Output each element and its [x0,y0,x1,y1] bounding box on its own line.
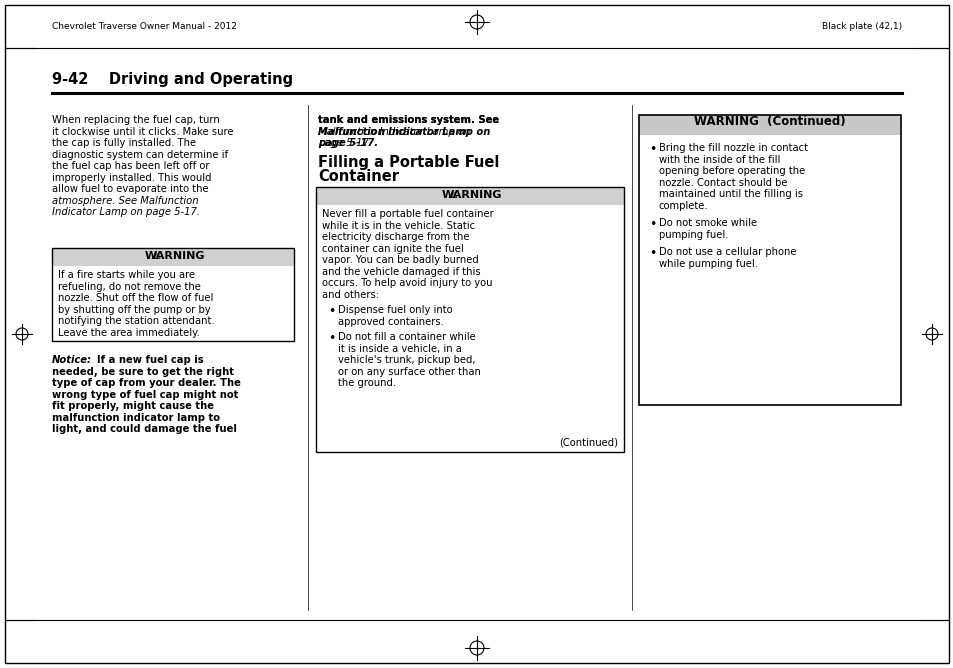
Text: while pumping fuel.: while pumping fuel. [659,259,758,269]
Text: (Continued): (Continued) [558,438,618,448]
Text: page 5-17.: page 5-17. [317,138,372,148]
Text: opening before operating the: opening before operating the [659,166,804,176]
Text: Never fill a portable fuel container: Never fill a portable fuel container [322,209,494,219]
Text: WARNING: WARNING [441,190,501,200]
Text: or on any surface other than: or on any surface other than [337,367,480,377]
Text: the fuel cap has been left off or: the fuel cap has been left off or [52,161,210,171]
Text: with the inside of the fill: with the inside of the fill [659,154,780,164]
Text: light, and could damage the fuel: light, and could damage the fuel [52,424,236,434]
Text: complete.: complete. [659,200,708,210]
Text: tank and emissions system. See: tank and emissions system. See [317,115,498,125]
Text: notifying the station attendant.: notifying the station attendant. [58,316,214,326]
Text: needed, be sure to get the right: needed, be sure to get the right [52,367,233,377]
Text: Filling a Portable Fuel: Filling a Portable Fuel [317,155,498,170]
Text: Leave the area immediately.: Leave the area immediately. [58,327,200,337]
Text: while it is in the vehicle. Static: while it is in the vehicle. Static [322,220,475,230]
Text: page 5-17.: page 5-17. [317,138,377,148]
Text: the ground.: the ground. [337,378,395,388]
Text: nozzle. Contact should be: nozzle. Contact should be [659,178,786,188]
Text: ⚠: ⚠ [150,251,160,261]
Text: Dispense fuel only into: Dispense fuel only into [337,305,452,315]
Text: •: • [648,218,656,231]
Text: ⚠: ⚠ [447,190,456,200]
Text: the cap is fully installed. The: the cap is fully installed. The [52,138,196,148]
Text: and the vehicle damaged if this: and the vehicle damaged if this [322,267,480,277]
Text: •: • [328,332,335,345]
Text: Do not use a cellular phone: Do not use a cellular phone [659,247,796,257]
Text: pumping fuel.: pumping fuel. [659,230,728,240]
Text: malfunction indicator lamp to: malfunction indicator lamp to [52,413,220,422]
Text: maintained until the filling is: maintained until the filling is [659,189,802,199]
Text: WARNING  (Continued): WARNING (Continued) [694,115,845,128]
Text: refueling, do not remove the: refueling, do not remove the [58,281,201,291]
Text: fit properly, might cause the: fit properly, might cause the [52,401,213,411]
Text: 9-42    Driving and Operating: 9-42 Driving and Operating [52,72,293,87]
Text: wrong type of fuel cap might not: wrong type of fuel cap might not [52,389,238,399]
Text: WARNING: WARNING [145,251,205,261]
Text: Bring the fill nozzle in contact: Bring the fill nozzle in contact [659,143,807,153]
Text: •: • [328,305,335,318]
Text: and others:: and others: [322,290,378,300]
Text: container can ignite the fuel: container can ignite the fuel [322,244,463,254]
Text: type of cap from your dealer. The: type of cap from your dealer. The [52,378,240,388]
Text: Container: Container [317,169,398,184]
Text: electricity discharge from the: electricity discharge from the [322,232,469,242]
Text: Do not fill a container while: Do not fill a container while [337,332,476,342]
Text: Chevrolet Traverse Owner Manual - 2012: Chevrolet Traverse Owner Manual - 2012 [52,21,236,31]
Text: approved containers.: approved containers. [337,317,443,327]
Text: it is inside a vehicle, in a: it is inside a vehicle, in a [337,344,461,354]
Text: nozzle. Shut off the flow of fuel: nozzle. Shut off the flow of fuel [58,293,213,303]
Text: If a new fuel cap is: If a new fuel cap is [90,355,203,365]
Text: tank and emissions system. See: tank and emissions system. See [317,115,498,125]
Text: •: • [648,143,656,156]
Text: occurs. To help avoid injury to you: occurs. To help avoid injury to you [322,279,492,289]
FancyBboxPatch shape [315,187,623,205]
Text: atmosphere. See Malfunction: atmosphere. See Malfunction [52,196,198,206]
Text: by shutting off the pump or by: by shutting off the pump or by [58,305,211,315]
Text: When replacing the fuel cap, turn: When replacing the fuel cap, turn [52,115,219,125]
Text: Malfunction Indicator Lamp on: Malfunction Indicator Lamp on [317,126,470,136]
Text: it clockwise until it clicks. Make sure: it clockwise until it clicks. Make sure [52,126,233,136]
FancyBboxPatch shape [639,115,900,135]
Text: Notice:: Notice: [52,355,91,365]
Text: Black plate (42,1): Black plate (42,1) [821,21,901,31]
Text: vapor. You can be badly burned: vapor. You can be badly burned [322,255,478,265]
Text: If a fire starts while you are: If a fire starts while you are [58,270,195,280]
Text: Malfunction Indicator Lamp on: Malfunction Indicator Lamp on [317,126,490,136]
Text: vehicle's trunk, pickup bed,: vehicle's trunk, pickup bed, [337,355,475,365]
Text: Do not smoke while: Do not smoke while [659,218,757,228]
Text: improperly installed. This would: improperly installed. This would [52,172,212,182]
Text: diagnostic system can determine if: diagnostic system can determine if [52,150,228,160]
Text: Indicator Lamp on page 5-17.: Indicator Lamp on page 5-17. [52,207,200,217]
Text: allow fuel to evaporate into the: allow fuel to evaporate into the [52,184,209,194]
FancyBboxPatch shape [52,248,294,266]
Text: •: • [648,247,656,260]
